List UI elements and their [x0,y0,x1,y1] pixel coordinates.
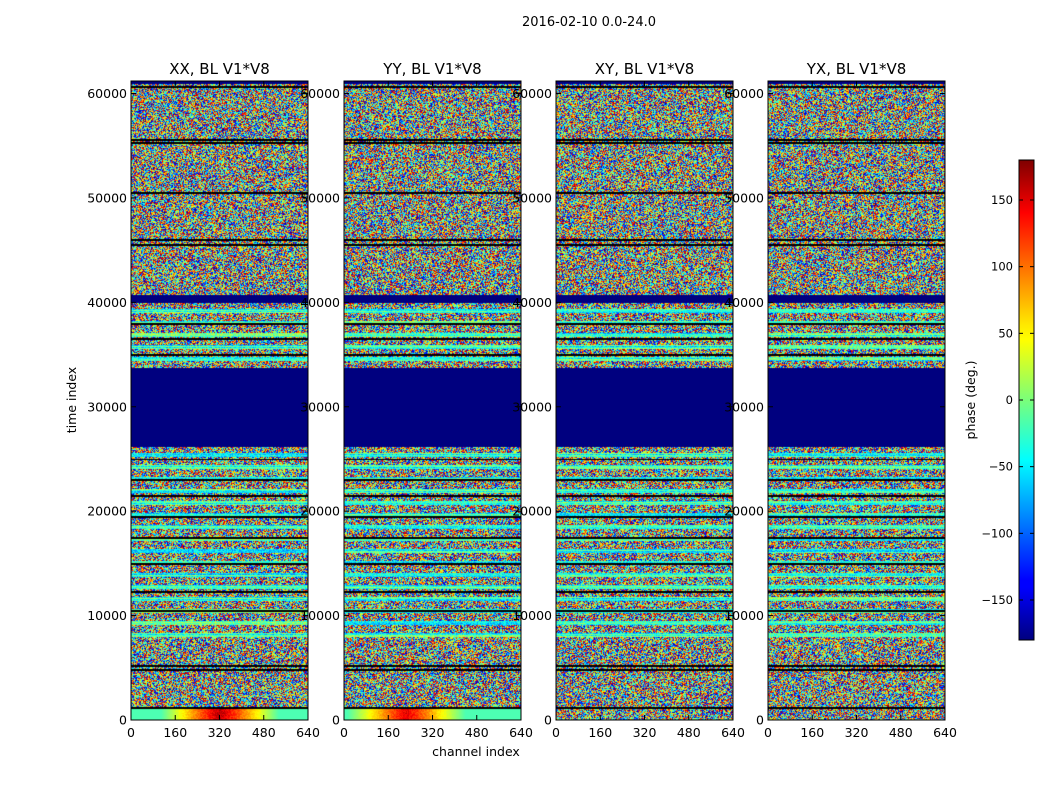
colorbar-tick-label: 100 [991,260,1013,274]
y-tick-label: 60000 [512,86,552,101]
y-tick-label: 40000 [300,295,340,310]
y-tick-label: 30000 [512,399,552,414]
panel-3: XY, BL V1*V8 0 160 320 480 640 0 10000 20000 3000… [512,60,745,740]
x-tick-label: 320 [208,725,232,740]
x-tick-label: 640 [721,725,745,740]
x-tick-label: 160 [800,725,824,740]
x-tick-label: 480 [889,725,913,740]
y-tick-label: 20000 [87,504,127,519]
y-tick-label: 30000 [724,399,764,414]
x-tick-label: 160 [588,725,612,740]
x-tick-label: 160 [163,725,187,740]
y-tick-label: 10000 [512,608,552,623]
y-tick-label: 10000 [87,608,127,623]
x-tick-label: 320 [421,725,445,740]
y-tick-label: 60000 [300,86,340,101]
x-tick-label: 640 [296,725,320,740]
y-tick-label: 0 [332,713,340,728]
x-tick-label: 0 [552,725,560,740]
panels: XX, BL V1*V8 0 160 320 480 640 0 10000 20000 3000… [87,60,957,740]
x-tick-label: 320 [633,725,657,740]
colorbar-tick-label: 50 [998,326,1013,340]
x-tick-label: 480 [465,725,489,740]
colorbar-tick-label: −100 [981,526,1013,540]
x-tick-label: 320 [845,725,869,740]
y-tick-label: 0 [756,713,764,728]
heatmap-image [344,81,521,720]
x-tick-label: 0 [340,725,348,740]
y-tick-label: 10000 [300,608,340,623]
panel-title: YX, BL V1*V8 [806,60,907,78]
y-tick-label: 30000 [87,399,127,414]
y-tick-label: 20000 [300,504,340,519]
panel-title: XY, BL V1*V8 [595,60,695,78]
y-tick-label: 60000 [87,86,127,101]
x-tick-label: 0 [764,725,772,740]
colorbar-tick-label: −50 [989,460,1013,474]
y-tick-label: 40000 [87,295,127,310]
figure-title: 2016-02-10 0.0-24.0 [522,15,656,30]
y-tick-label: 20000 [512,504,552,519]
y-tick-label: 20000 [724,504,764,519]
colorbar-tick-label: 0 [1006,393,1013,407]
x-axis-label: channel index [432,744,520,759]
colorbar-label: phase (deg.) [963,361,978,440]
x-tick-label: 480 [677,725,701,740]
panel-2: YY, BL V1*V8 0 160 320 480 640 0 10000 20000 3000… [300,60,533,740]
colorbar-ticks: 150 100 50 0 −50 −100 −150 [981,193,1034,607]
y-axis-label: time index [64,367,79,433]
y-tick-label: 50000 [300,190,340,205]
colorbar-tick-label: −150 [981,593,1013,607]
heatmap-image [768,81,945,720]
panel-title: YY, BL V1*V8 [382,60,481,78]
y-tick-label: 0 [119,713,127,728]
panel-title: XX, BL V1*V8 [169,60,270,78]
panel-4: YX, BL V1*V8 0 160 320 480 640 0 10000 20000 3000… [724,60,957,740]
y-tick-label: 50000 [724,190,764,205]
y-tick-label: 30000 [300,399,340,414]
y-tick-label: 10000 [724,608,764,623]
y-tick-label: 0 [544,713,552,728]
colorbar: 150 100 50 0 −50 −100 −150 [981,159,1035,641]
y-tick-label: 50000 [87,190,127,205]
y-tick-label: 40000 [724,295,764,310]
x-tick-label: 160 [376,725,400,740]
x-tick-label: 640 [509,725,533,740]
colorbar-tick-label: 150 [991,193,1013,207]
x-tick-label: 640 [933,725,957,740]
x-tick-label: 480 [252,725,276,740]
panel-1: XX, BL V1*V8 0 160 320 480 640 0 10000 20000 3000… [87,60,320,740]
heatmap-image [131,81,308,720]
y-tick-label: 60000 [724,86,764,101]
heatmap-image [556,81,733,720]
x-tick-label: 0 [127,725,135,740]
y-tick-label: 40000 [512,295,552,310]
y-tick-label: 50000 [512,190,552,205]
